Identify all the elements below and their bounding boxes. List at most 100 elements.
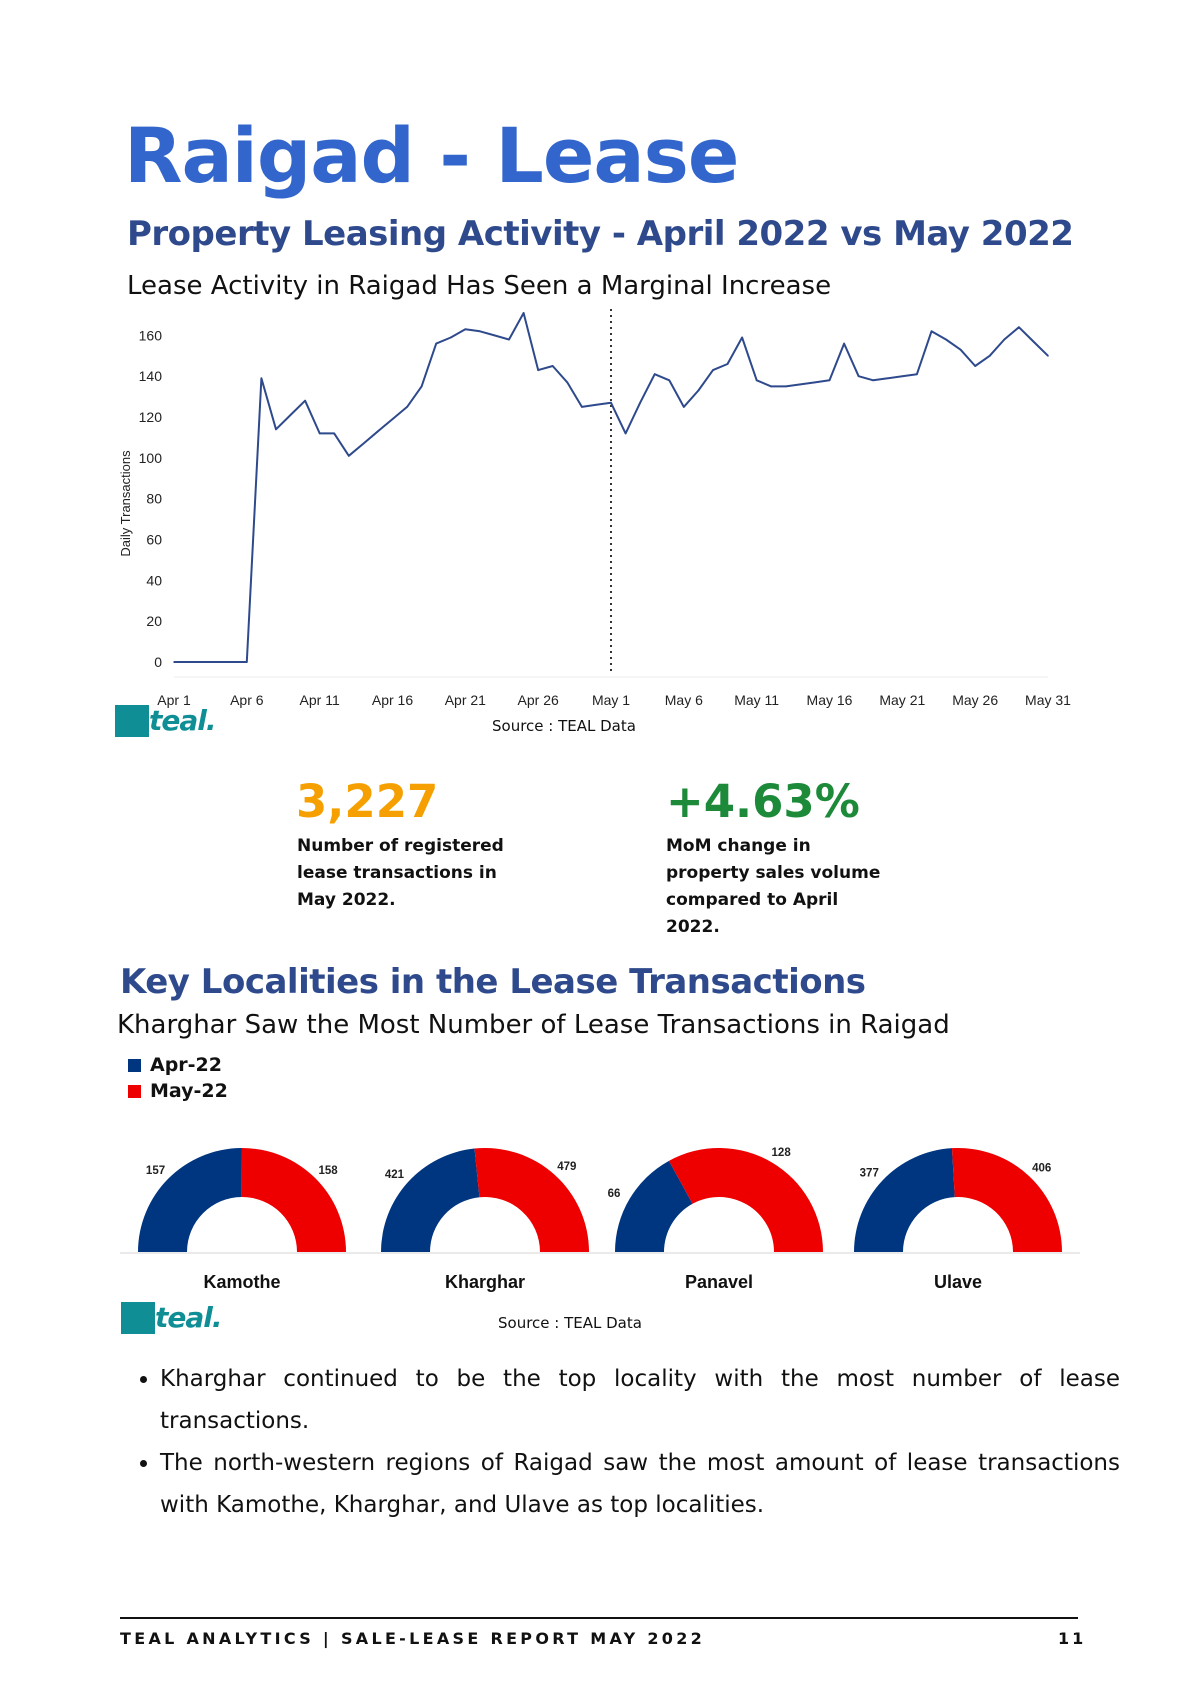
gauge-segment-may [951, 1148, 1062, 1252]
teal-logo-wordmark: teal. [155, 1301, 223, 1334]
stat-mom-change-desc: MoM change in property sales volume comp… [666, 836, 881, 937]
data-point [231, 661, 234, 663]
data-point [479, 330, 481, 333]
data-point [683, 406, 685, 408]
data-point [435, 342, 438, 345]
y-tick-label: 80 [146, 491, 162, 507]
y-tick-label: 160 [139, 327, 163, 343]
x-tick-label: May 21 [879, 692, 925, 708]
data-point [464, 328, 467, 331]
x-tick-label: Apr 6 [230, 692, 264, 708]
x-tick-label: Apr 1 [157, 692, 191, 708]
data-point [872, 379, 874, 382]
gauge-value-apr: 377 [860, 1167, 879, 1179]
data-point [595, 404, 598, 406]
y-tick-label: 140 [139, 368, 163, 384]
y-tick-label: 40 [146, 572, 162, 588]
stat-mom-change: +4.63% [666, 775, 860, 828]
x-tick-label: May 26 [952, 692, 998, 708]
teal-logo: teal. [115, 704, 217, 737]
gauge-value-apr: 66 [608, 1188, 621, 1200]
data-point [843, 342, 845, 345]
data-point [493, 334, 496, 337]
gauge-value-may: 406 [1032, 1163, 1051, 1175]
teal-logo-square [115, 704, 149, 737]
legend-label-may: May-22 [150, 1080, 228, 1102]
x-tick-label: Apr 16 [372, 692, 413, 708]
data-point [828, 379, 831, 382]
data-point [959, 348, 962, 351]
data-point [799, 383, 802, 386]
legend-label-apr: Apr-22 [150, 1054, 223, 1076]
page-subtitle: Property Leasing Activity - April 2022 v… [127, 214, 1074, 254]
x-tick-label: May 1 [592, 692, 630, 708]
gauge-value-may: 158 [318, 1165, 338, 1177]
gauge-category-label: Panavel [685, 1272, 753, 1292]
data-point [275, 428, 277, 431]
stat-lease-count: 3,227 [296, 775, 439, 828]
data-point [449, 336, 452, 339]
footer-divider [120, 1617, 1078, 1619]
bullet-item: Kharghar continued to be the top localit… [160, 1358, 1120, 1442]
data-point [537, 369, 539, 371]
y-tick-label: 0 [154, 654, 162, 670]
data-point [610, 401, 612, 404]
data-point [566, 381, 569, 384]
data-point [508, 338, 510, 341]
data-point [420, 385, 423, 388]
data-point [391, 418, 394, 420]
x-tick-label: May 16 [807, 692, 853, 708]
x-tick-label: Apr 21 [445, 692, 486, 708]
data-point [755, 379, 758, 382]
x-tick-label: May 11 [734, 692, 779, 708]
data-point [1032, 340, 1035, 343]
data-point [916, 373, 918, 375]
data-point [814, 381, 816, 384]
bullet-item: The north-western regions of Raigad saw … [160, 1442, 1120, 1526]
y-tick-label: 60 [146, 532, 162, 548]
data-point [901, 375, 904, 378]
localities-half-donut-charts: 157 158 Kamothe 421 479 Kharghar 66 128 Panavel 3… [120, 1147, 1080, 1292]
y-tick-label: 20 [146, 613, 162, 629]
gauge-value-may: 479 [557, 1161, 576, 1173]
data-point [770, 385, 773, 388]
page-number: 11 [1058, 1629, 1087, 1648]
data-point [726, 363, 729, 365]
data-point [333, 432, 336, 435]
data-point [1047, 355, 1049, 357]
gauge-value-apr: 157 [146, 1165, 165, 1177]
legend-swatch-apr [128, 1058, 141, 1072]
gauge-category-label: Kamothe [203, 1272, 280, 1292]
gauge-value-may: 128 [772, 1147, 792, 1159]
data-point [246, 661, 248, 663]
data-point [318, 432, 321, 435]
data-point [653, 373, 656, 375]
data-point [348, 455, 350, 457]
teal-logo-2: teal. [121, 1301, 223, 1334]
data-point [886, 377, 889, 380]
legend-item-may: May-22 [128, 1078, 228, 1104]
data-point [1018, 326, 1020, 329]
data-point [1003, 338, 1006, 341]
data-point [260, 377, 263, 380]
data-point [785, 385, 787, 388]
gauge-value-apr: 421 [385, 1169, 405, 1181]
y-tick-label: 100 [139, 450, 163, 466]
stat-lease-count-desc: Number of registered lease transactions … [297, 836, 504, 910]
data-point [857, 375, 860, 378]
teal-logo-square [121, 1301, 155, 1334]
legend-item-apr: Apr-22 [128, 1052, 228, 1078]
data-point [697, 389, 700, 392]
gauge-segment-may [474, 1148, 589, 1252]
chart-tagline: Lease Activity in Raigad Has Seen a Marg… [127, 271, 832, 301]
x-tick-label: May 31 [1025, 692, 1071, 708]
data-point [945, 338, 947, 341]
data-point [173, 661, 175, 663]
gauge-category-label: Kharghar [445, 1272, 525, 1292]
legend-swatch-may [128, 1084, 141, 1098]
x-tick-label: Apr 11 [300, 692, 340, 708]
data-point [551, 365, 554, 367]
gauge-segment-apr [381, 1148, 480, 1252]
data-point [522, 312, 525, 314]
x-tick-label: Apr 26 [518, 692, 559, 708]
